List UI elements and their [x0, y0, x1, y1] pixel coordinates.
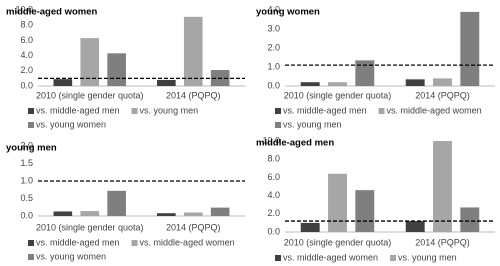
- bar: [107, 53, 126, 86]
- x-tick-label: 2014 (PQPQ): [166, 222, 221, 232]
- y-tick-label: 2.0: [20, 65, 33, 75]
- chart-title: middle-aged men: [256, 138, 334, 149]
- y-tick-label: 4.0: [267, 4, 280, 14]
- bar: [210, 207, 230, 216]
- chart-title: young men: [6, 143, 57, 154]
- legend-label: vs. middle-aged women: [140, 237, 235, 247]
- bar: [405, 221, 425, 232]
- y-tick-label: 10.0: [262, 135, 280, 145]
- legend-swatch: [390, 255, 397, 261]
- legend-label: vs. middle-aged men: [283, 105, 367, 115]
- legend-label: vs. middle-aged women: [283, 252, 378, 262]
- legend-swatch: [28, 240, 34, 246]
- x-tick-label: 2010 (single gender quota): [284, 237, 392, 247]
- legend-swatch: [28, 254, 34, 260]
- bar: [355, 60, 375, 86]
- legend-swatch: [275, 108, 281, 114]
- y-tick-label: 8.0: [20, 20, 33, 30]
- chart-title: young women: [256, 7, 320, 18]
- bar: [107, 190, 126, 216]
- legend-label: vs. young men: [283, 119, 342, 129]
- legend-swatch: [131, 240, 138, 246]
- x-tick-label: 2014 (PQPQ): [415, 90, 470, 100]
- y-tick-label: 6.0: [20, 35, 33, 45]
- x-tick-label: 2014 (PQPQ): [166, 90, 221, 100]
- bar: [157, 213, 176, 216]
- x-tick-label: 2010 (single gender quota): [36, 222, 144, 232]
- bar: [53, 211, 73, 216]
- bar: [355, 190, 375, 232]
- bar: [405, 79, 425, 86]
- x-tick-label: 2010 (single gender quota): [36, 90, 144, 100]
- bar: [328, 173, 347, 232]
- y-tick-label: 3.0: [267, 23, 280, 33]
- y-tick-label: 2.0: [20, 140, 33, 150]
- y-tick-label: 0.5: [20, 193, 33, 203]
- y-tick-label: 2.0: [267, 208, 280, 218]
- bar: [300, 222, 320, 232]
- bar: [53, 79, 73, 86]
- y-tick-label: 0.0: [20, 80, 33, 90]
- legend-swatch: [275, 255, 281, 261]
- y-tick-label: 4.0: [20, 50, 33, 60]
- y-tick-label: 6.0: [267, 172, 280, 182]
- y-tick-label: 0.0: [20, 210, 33, 220]
- legend-label: vs. middle-aged men: [36, 237, 120, 247]
- bar: [433, 78, 452, 86]
- legend-swatch: [131, 108, 138, 114]
- bar: [80, 38, 100, 86]
- legend-label: vs. young men: [398, 252, 457, 262]
- bar: [328, 82, 347, 86]
- y-tick-label: 1.0: [267, 61, 280, 71]
- legend-swatch: [28, 122, 34, 128]
- bar: [183, 16, 203, 87]
- x-tick-label: 2010 (single gender quota): [284, 90, 392, 100]
- y-tick-label: 0.0: [267, 80, 280, 90]
- y-tick-label: 4.0: [267, 190, 280, 200]
- y-tick-label: 2.0: [267, 42, 280, 52]
- legend-swatch: [28, 108, 34, 114]
- bar: [157, 79, 176, 86]
- legend-label: vs. young women: [36, 251, 106, 261]
- y-tick-label: 1.0: [20, 175, 33, 185]
- legend-label: vs. young men: [140, 105, 199, 115]
- chart-title: middle-aged women: [6, 7, 98, 18]
- legend-label: vs. young women: [36, 119, 106, 129]
- y-tick-label: 0.0: [267, 226, 280, 236]
- bar: [460, 11, 480, 86]
- y-tick-label: 8.0: [267, 154, 280, 164]
- legend-swatch: [275, 122, 281, 128]
- y-tick-label: 1.5: [20, 158, 33, 168]
- bar: [183, 212, 203, 216]
- legend-swatch: [378, 108, 385, 114]
- bar: [80, 211, 100, 216]
- bar: [300, 82, 320, 86]
- legend-label: vs. middle-aged women: [387, 105, 482, 115]
- y-tick-label: 10.0: [15, 4, 33, 14]
- x-tick-label: 2014 (PQPQ): [415, 237, 470, 247]
- legend-label: vs. middle-aged men: [36, 105, 120, 115]
- bar: [460, 207, 480, 232]
- bar: [433, 141, 452, 232]
